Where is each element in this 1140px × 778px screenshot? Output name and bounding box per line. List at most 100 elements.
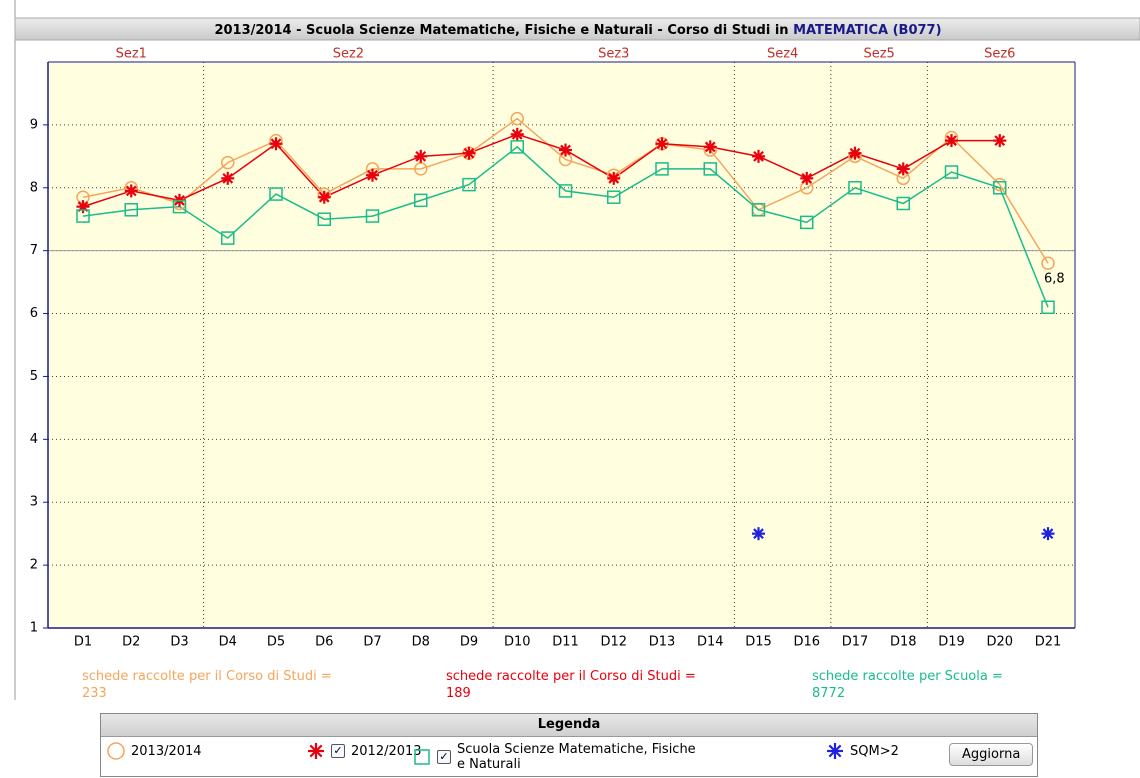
asterisk-stroke bbox=[309, 744, 323, 758]
legend-marker bbox=[308, 743, 324, 759]
data-point bbox=[800, 171, 814, 185]
data-point bbox=[124, 203, 138, 217]
data-point bbox=[896, 196, 910, 211]
data-point bbox=[76, 200, 90, 214]
count-note: schede raccolte per il Corso di Studi = 1… bbox=[446, 668, 706, 702]
data-point bbox=[221, 171, 235, 185]
section-label: Sez6 bbox=[984, 47, 1015, 62]
data-point bbox=[896, 162, 910, 176]
asterisk-stroke bbox=[828, 744, 842, 758]
legend-item: 2013/2014 bbox=[107, 742, 202, 760]
count-value: 8772 bbox=[812, 686, 846, 701]
data-point bbox=[76, 209, 90, 223]
data-point bbox=[172, 199, 187, 214]
asterisk-stroke bbox=[125, 185, 137, 197]
x-tick-label: D7 bbox=[363, 635, 381, 650]
x-tick-label: D16 bbox=[793, 635, 820, 650]
data-point bbox=[462, 177, 476, 192]
data-point bbox=[510, 111, 524, 126]
chart-title: 2013/2014 - Scuola Scienze Matematiche, … bbox=[214, 23, 941, 38]
data-point bbox=[945, 134, 958, 148]
asterisk-stroke bbox=[753, 150, 764, 162]
legend-symbol bbox=[308, 743, 324, 759]
count-label: schede raccolte per il Corso di Studi = bbox=[82, 669, 332, 684]
x-tick-label: D14 bbox=[697, 635, 724, 650]
data-point bbox=[751, 203, 766, 217]
x-tick-label: D11 bbox=[552, 635, 579, 650]
y-tick-label: 2 bbox=[30, 558, 38, 573]
series-line bbox=[82, 145, 1049, 308]
asterisk-stroke bbox=[270, 138, 282, 150]
asterisk-stroke bbox=[415, 150, 427, 162]
data-point bbox=[800, 215, 814, 230]
title-bar bbox=[14, 17, 1140, 41]
data-point bbox=[414, 162, 428, 176]
count-note: schede raccolte per Scuola = 8772 bbox=[812, 668, 1072, 702]
data-point bbox=[462, 146, 476, 160]
data-point bbox=[1041, 256, 1055, 270]
count-value: 189 bbox=[446, 686, 471, 701]
x-tick-label: D21 bbox=[1035, 635, 1062, 650]
legend-label: 2012/2013 bbox=[351, 743, 422, 759]
asterisk-stroke bbox=[560, 144, 571, 156]
x-tick-label: D13 bbox=[649, 635, 676, 650]
asterisk-stroke bbox=[463, 147, 475, 159]
data-point bbox=[655, 137, 669, 151]
y-tick-label: 1 bbox=[30, 621, 38, 636]
data-point bbox=[221, 231, 235, 245]
count-label: schede raccolte per Scuola = bbox=[812, 669, 1003, 684]
legend-item: ✓ Scuola Scienze Matematiche, Fisiche e N… bbox=[413, 742, 707, 772]
count-label: schede raccolte per il Corso di Studi = bbox=[446, 669, 696, 684]
legend-symbol bbox=[107, 742, 125, 760]
data-point bbox=[607, 190, 621, 204]
asterisk-stroke bbox=[994, 135, 1006, 146]
data-point bbox=[510, 140, 524, 154]
x-tick-label: D1 bbox=[74, 635, 92, 650]
asterisk-stroke bbox=[222, 172, 234, 184]
data-point bbox=[124, 184, 138, 198]
x-tick-label: D20 bbox=[986, 635, 1013, 650]
asterisk-stroke bbox=[318, 191, 330, 203]
data-label: 6,8 bbox=[1044, 272, 1065, 287]
y-tick-label: 8 bbox=[30, 180, 38, 195]
data-point bbox=[703, 162, 717, 176]
data-point bbox=[993, 134, 1007, 148]
x-tick-label: D6 bbox=[315, 635, 333, 650]
legend: Legenda Aggiorna 2013/2014 ✓ 2012/2013 ✓ Scu… bbox=[100, 713, 1038, 777]
legend-label: Scuola Scienze Matematiche, Fisiche e Na… bbox=[457, 742, 696, 772]
data-point bbox=[317, 212, 331, 226]
x-tick-label: D10 bbox=[504, 635, 531, 650]
x-tick-label: D12 bbox=[600, 635, 627, 650]
asterisk-stroke bbox=[801, 172, 813, 184]
legend-item: SQM>2 bbox=[826, 742, 899, 760]
title-highlight: MATEMATICA (B077) bbox=[793, 23, 941, 38]
x-tick-label: D9 bbox=[460, 635, 478, 650]
x-tick-label: D8 bbox=[412, 635, 430, 650]
legend-symbol bbox=[414, 749, 430, 765]
asterisk-stroke bbox=[704, 141, 716, 153]
data-point bbox=[414, 149, 428, 163]
data-point bbox=[221, 155, 235, 170]
data-point bbox=[752, 149, 765, 163]
asterisk-stroke bbox=[608, 172, 620, 184]
section-label: Sez3 bbox=[598, 47, 629, 62]
data-point bbox=[848, 146, 862, 160]
asterisk-stroke bbox=[656, 138, 668, 150]
legend-checkbox[interactable]: ✓ bbox=[331, 744, 345, 758]
legend-item: ✓ 2012/2013 bbox=[307, 742, 422, 760]
data-point bbox=[944, 165, 959, 179]
x-tick-label: D3 bbox=[170, 635, 188, 650]
asterisk-stroke bbox=[753, 528, 764, 540]
asterisk-stroke bbox=[511, 128, 523, 140]
x-tick-label: D18 bbox=[890, 635, 917, 650]
legend-checkbox[interactable]: ✓ bbox=[437, 750, 451, 764]
x-tick-label: D2 bbox=[122, 635, 140, 650]
section-label: Sez2 bbox=[333, 47, 364, 62]
asterisk-stroke bbox=[897, 163, 909, 175]
refresh-button[interactable]: Aggiorna bbox=[949, 743, 1034, 766]
data-point bbox=[993, 181, 1007, 195]
asterisk-stroke bbox=[946, 135, 957, 146]
y-tick-label: 6 bbox=[30, 306, 38, 321]
series-line bbox=[82, 133, 1000, 208]
x-tick-label: D5 bbox=[267, 635, 285, 650]
